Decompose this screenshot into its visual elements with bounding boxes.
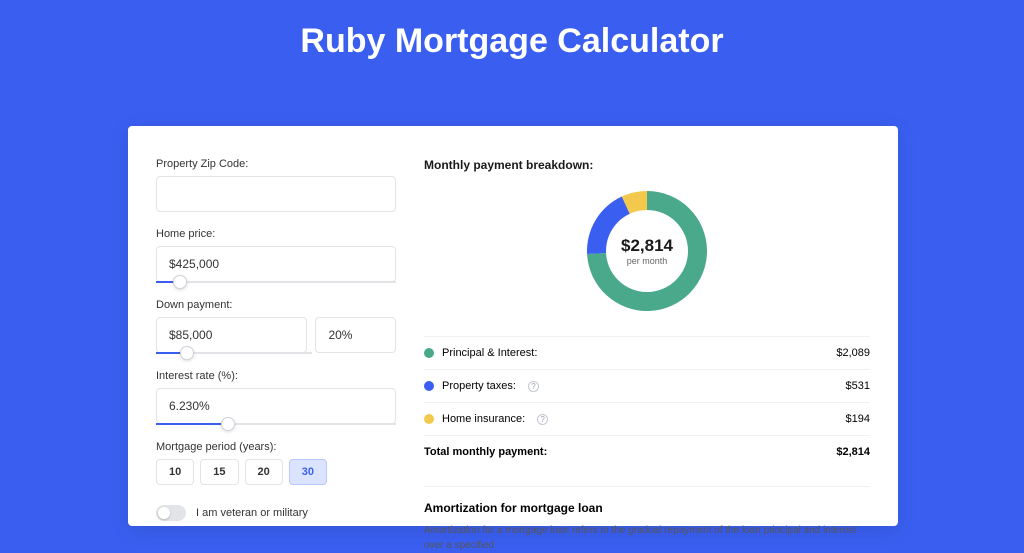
interest-rate-input[interactable] [156,388,396,424]
breakdown-value: $194 [846,413,870,425]
period-button-10[interactable]: 10 [156,459,194,485]
breakdown-title: Monthly payment breakdown: [424,158,870,172]
amortization-text: Amortization for a mortgage loan refers … [424,523,870,553]
zip-field: Property Zip Code: [156,158,396,212]
breakdown-value: $531 [846,380,870,392]
legend-dot [424,348,434,358]
interest-rate-label: Interest rate (%): [156,370,396,382]
donut-center: $2,814 per month [606,210,688,292]
breakdown-row: Property taxes:? $531 [424,369,870,402]
info-icon[interactable]: ? [528,381,539,392]
breakdown-total-row: Total monthly payment: $2,814 [424,435,870,468]
period-label: Mortgage period (years): [156,441,396,453]
breakdown-value: $2,089 [836,347,870,359]
home-price-slider[interactable] [156,281,396,283]
period-button-20[interactable]: 20 [245,459,283,485]
home-price-label: Home price: [156,228,396,240]
zip-input[interactable] [156,176,396,212]
breakdown-label: Home insurance: [442,413,525,425]
veteran-toggle[interactable] [156,505,186,521]
form-column: Property Zip Code: Home price: Down paym… [156,158,396,526]
donut-amount: $2,814 [621,236,673,256]
calculator-card: Property Zip Code: Home price: Down paym… [128,126,898,526]
down-payment-field: Down payment: [156,299,396,354]
legend-dot [424,381,434,391]
down-payment-slider[interactable] [156,352,312,354]
amortization-title: Amortization for mortgage loan [424,486,870,515]
period-button-30[interactable]: 30 [289,459,327,485]
breakdown-row: Home insurance:? $194 [424,402,870,435]
veteran-label: I am veteran or military [196,507,308,519]
donut-sub: per month [627,256,668,266]
period-field: Mortgage period (years): 1015 2030 [156,441,396,485]
donut-chart: $2,814 per month [582,186,712,316]
period-button-15[interactable]: 15 [200,459,238,485]
down-payment-input[interactable] [156,317,307,353]
breakdown-label: Property taxes: [442,380,516,392]
total-label: Total monthly payment: [424,446,547,458]
down-payment-pct-input[interactable] [315,317,396,353]
breakdown-label: Principal & Interest: [442,347,537,359]
legend-dot [424,414,434,424]
info-icon[interactable]: ? [537,414,548,425]
breakdown-column: Monthly payment breakdown: $2,814 per mo… [424,158,870,526]
home-price-field: Home price: [156,228,396,283]
page-title: Ruby Mortgage Calculator [0,0,1024,79]
veteran-row: I am veteran or military [156,505,396,521]
interest-rate-slider[interactable] [156,423,396,425]
interest-rate-field: Interest rate (%): [156,370,396,425]
down-payment-label: Down payment: [156,299,396,311]
donut-chart-wrap: $2,814 per month [424,186,870,316]
breakdown-row: Principal & Interest: $2,089 [424,336,870,369]
total-value: $2,814 [836,446,870,458]
home-price-input[interactable] [156,246,396,282]
zip-label: Property Zip Code: [156,158,396,170]
